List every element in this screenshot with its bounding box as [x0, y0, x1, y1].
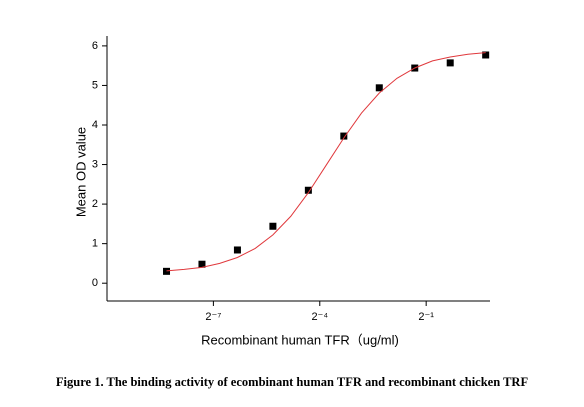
x-axis-label: Recombinant human TFR（ug/ml) [201, 332, 399, 347]
fit-curve [166, 52, 486, 272]
data-point [340, 132, 348, 140]
caption: Figure 1. The binding activity of ecombi… [56, 375, 529, 389]
y-tick-label: 4 [92, 119, 98, 131]
y-tick-label: 0 [92, 277, 98, 289]
x-tick-label: 2⁻⁷ [205, 311, 221, 323]
x-tick-label: 2⁻¹ [418, 311, 434, 323]
y-tick-label: 6 [92, 40, 98, 52]
data-point [304, 186, 312, 194]
y-tick-label: 1 [92, 238, 98, 250]
y-tick-label: 5 [92, 79, 98, 91]
data-point [446, 59, 454, 67]
data-point [482, 51, 490, 59]
x-tick-label: 2⁻⁴ [311, 311, 328, 323]
data-point [198, 260, 206, 268]
data-point [163, 267, 171, 275]
data-point [375, 84, 383, 92]
data-point [233, 246, 241, 254]
y-tick-label: 3 [92, 158, 98, 170]
y-axis-label: Mean OD value [73, 127, 88, 217]
y-tick-label: 2 [92, 198, 98, 210]
data-point [269, 222, 277, 230]
